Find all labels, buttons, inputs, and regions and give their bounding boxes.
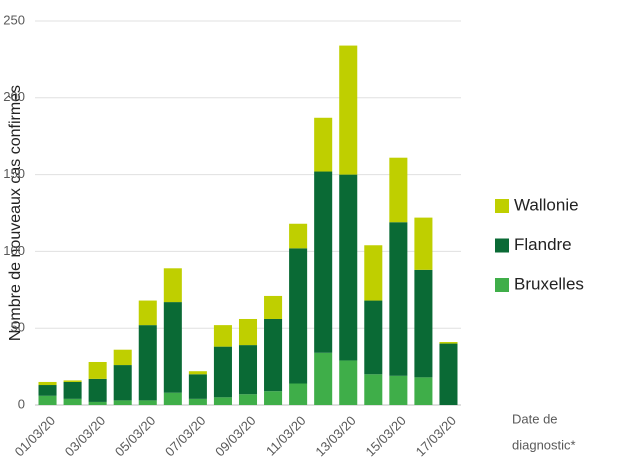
legend-swatch — [495, 278, 509, 292]
bar-segment — [138, 325, 157, 401]
bar-segment — [63, 398, 82, 405]
bar-segment — [389, 157, 408, 223]
bar-segment — [238, 318, 258, 346]
bar-segment — [389, 222, 408, 376]
legend-label: Bruxelles — [514, 274, 584, 293]
bar-segment — [88, 401, 107, 405]
bar-segment — [314, 171, 333, 353]
x-tick-label: 03/03/20 — [62, 413, 108, 459]
bar-segment — [364, 374, 383, 405]
bar-segment — [163, 392, 182, 405]
y-tick-label: 50 — [11, 320, 25, 335]
x-tick-label: 09/03/20 — [212, 413, 258, 459]
bar-segment — [238, 345, 258, 395]
y-tick-label: 150 — [3, 166, 25, 181]
bar-segment — [289, 248, 308, 384]
y-tick-label: 200 — [3, 89, 25, 104]
legend-label: Wallonie — [514, 195, 579, 214]
x-tick-label: 15/03/20 — [363, 413, 409, 459]
bar-segment — [364, 245, 383, 301]
bar-segment — [414, 217, 433, 270]
bar-segment — [289, 383, 308, 405]
x-tick-label: 07/03/20 — [162, 413, 208, 459]
bar-segment — [38, 381, 57, 386]
bar-segment — [163, 302, 182, 393]
y-tick-label: 0 — [18, 396, 25, 411]
bar-segment — [63, 381, 82, 399]
bar-segment — [113, 349, 132, 366]
bar-segment — [188, 374, 207, 399]
bar-segment — [314, 117, 333, 172]
y-axis-label: Nombre de nouveaux cas confirmés — [7, 85, 24, 341]
bar-segment — [339, 360, 358, 405]
y-tick-label: 100 — [3, 243, 25, 258]
x-tick-label: 11/03/20 — [263, 413, 309, 459]
bar-segment — [113, 400, 132, 405]
bar-segment — [188, 371, 207, 375]
bar-segment — [439, 342, 458, 344]
y-tick-label: 250 — [3, 12, 25, 27]
bar-segment — [339, 45, 358, 175]
bar-segment — [38, 395, 57, 405]
x-tick-label: 05/03/20 — [112, 413, 158, 459]
bar-segment — [188, 398, 207, 405]
bar-segment — [264, 318, 283, 392]
bar-segment — [264, 295, 283, 319]
bar-segment — [163, 268, 182, 303]
bar-segment — [414, 269, 433, 378]
bar-segment — [339, 174, 358, 361]
x-tick-label: 13/03/20 — [312, 413, 358, 459]
bar-segment — [213, 397, 232, 405]
bar-segment — [238, 394, 258, 405]
legend-swatch — [495, 238, 509, 253]
bar-segment — [314, 352, 333, 405]
bar-segment — [289, 223, 308, 249]
x-axis-label: diagnostic* — [512, 437, 576, 452]
bar-segment — [439, 343, 458, 405]
bar-segment — [138, 300, 157, 326]
bar-segment — [138, 400, 157, 405]
bar-segment — [414, 377, 433, 405]
bar-segment — [364, 300, 383, 375]
x-tick-label: 01/03/20 — [12, 413, 58, 459]
bar-segment — [88, 378, 107, 402]
bar-segment — [38, 385, 57, 396]
x-axis-label: Date de — [512, 411, 558, 426]
bar-segment — [113, 365, 132, 401]
bar-segment — [264, 391, 283, 405]
legend-label: Flandre — [514, 235, 572, 254]
bar-segment — [213, 346, 232, 398]
bar-segment — [88, 361, 107, 379]
bar-segment — [213, 325, 232, 347]
legend-swatch — [495, 199, 509, 213]
bar-segment — [63, 380, 82, 382]
x-tick-label: 17/03/20 — [413, 413, 459, 459]
bar-segment — [389, 375, 408, 405]
